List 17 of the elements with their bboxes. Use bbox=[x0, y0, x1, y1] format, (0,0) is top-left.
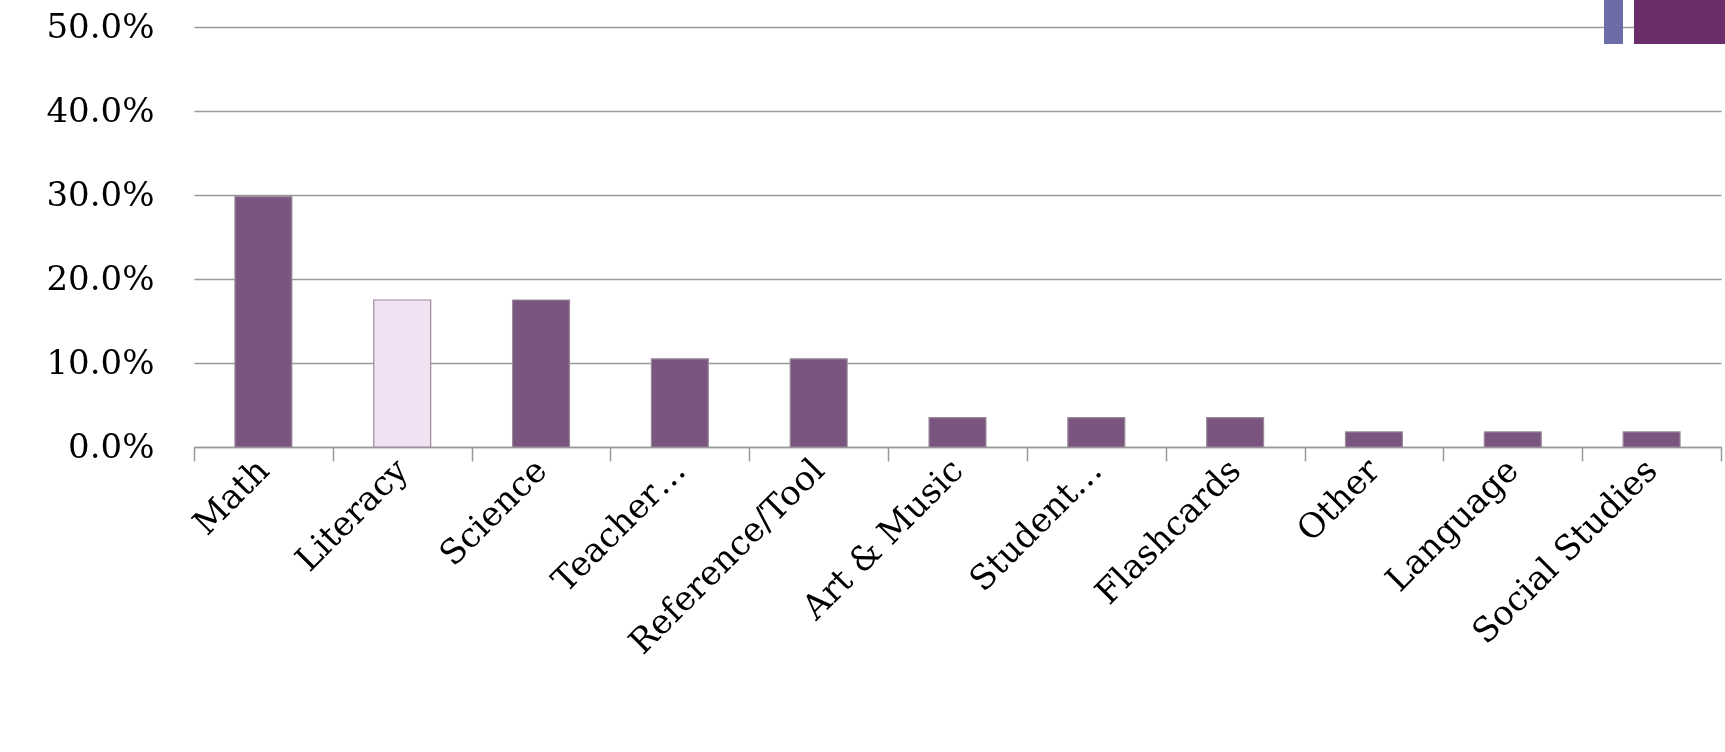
bar bbox=[1067, 417, 1126, 448]
bar bbox=[928, 417, 987, 448]
bar bbox=[650, 358, 709, 448]
y-tick-label: 40.0% bbox=[46, 89, 155, 130]
bar bbox=[234, 196, 293, 448]
bar bbox=[1483, 431, 1542, 448]
bar bbox=[1206, 417, 1265, 448]
bar bbox=[511, 299, 571, 448]
y-tick-label: 0.0% bbox=[68, 425, 155, 466]
bar bbox=[789, 358, 848, 448]
y-tick-label: 50.0% bbox=[46, 5, 155, 46]
bar bbox=[1344, 431, 1404, 448]
bar bbox=[1622, 431, 1681, 448]
y-tick-label: 20.0% bbox=[46, 257, 155, 298]
y-tick-label: 30.0% bbox=[46, 173, 155, 214]
y-tick-label: 10.0% bbox=[46, 341, 155, 382]
bar bbox=[373, 299, 432, 448]
